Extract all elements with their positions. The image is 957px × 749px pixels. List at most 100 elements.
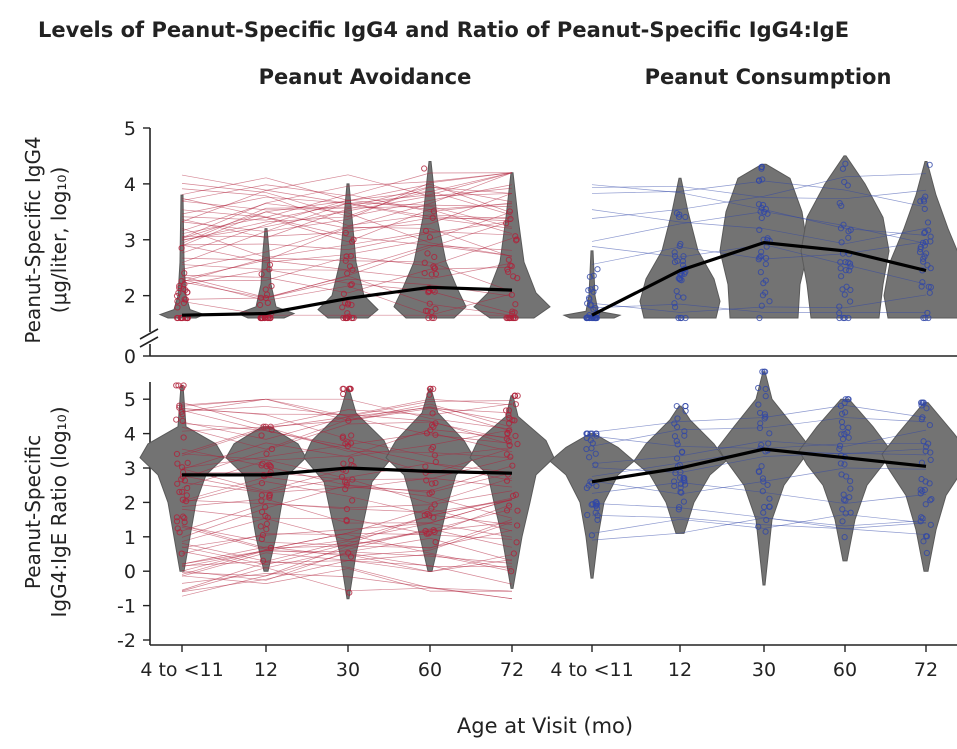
bottom-avoidance-trajectory xyxy=(429,408,513,414)
top-avoidance-point xyxy=(342,314,349,322)
bottom-avoidance-point xyxy=(514,440,521,448)
top-avoidance-trajectory xyxy=(347,231,431,246)
top-avoidance-trajectory xyxy=(347,181,431,187)
bottom-avoidance-point xyxy=(512,491,520,498)
bottom-avoidance-trajectory xyxy=(265,573,349,578)
bottom-consumption-trajectory xyxy=(679,482,765,493)
bottom-avoidance-trajectory xyxy=(429,498,513,524)
top-avoidance-trajectory xyxy=(429,238,513,267)
bottom-avoidance-point xyxy=(183,492,190,499)
bottom-consumption-point xyxy=(756,409,764,417)
bottom-avoidance-trajectory xyxy=(181,468,267,492)
bottom-avoidance-trajectory xyxy=(429,447,513,457)
bottom-avoidance-trajectory xyxy=(181,570,267,581)
top-consumption-point xyxy=(671,253,679,260)
top-consumption-point xyxy=(927,238,934,245)
bottom-consumption-point xyxy=(583,445,590,453)
bottom-consumption-point xyxy=(845,396,852,403)
bottom-avoidance-trajectory xyxy=(265,543,349,566)
top-avoidance-trajectory xyxy=(265,199,349,226)
top-consumption-trajectory xyxy=(844,227,927,245)
top-avoidance-trajectory xyxy=(265,174,349,191)
top-consumption-point xyxy=(921,205,928,212)
bottom-consumption-point xyxy=(926,421,934,429)
top-avoidance-trajectory xyxy=(429,245,513,251)
bottom-consumption-point xyxy=(677,489,684,496)
top-avoidance-trajectory xyxy=(429,303,513,316)
top-avoidance-trajectory xyxy=(347,269,431,280)
top-avoidance-point xyxy=(432,270,440,278)
bottom-avoidance-trajectory xyxy=(181,421,267,440)
top-consumption-point xyxy=(676,276,684,283)
top-avoidance-point xyxy=(181,296,188,303)
bottom-avoidance-trajectory xyxy=(347,416,431,436)
top-avoidance-point xyxy=(424,307,431,315)
bottom-consumption-point xyxy=(766,430,773,437)
bottom-avoidance-point xyxy=(179,496,186,503)
top-consumption-trajectory xyxy=(591,190,681,194)
top-avoidance-point xyxy=(340,314,347,322)
top-consumption-point xyxy=(757,269,764,276)
bottom-consumption-trajectory xyxy=(679,517,765,534)
bottom-avoidance-point xyxy=(507,453,514,460)
bottom-avoidance-point xyxy=(266,491,273,499)
top-avoidance-trajectory xyxy=(265,196,349,204)
bottom-avoidance-trajectory xyxy=(181,498,267,507)
top-avoidance-point xyxy=(258,271,265,278)
top-consumption-point xyxy=(924,219,932,226)
bottom-consumption-point xyxy=(842,396,849,403)
bottom-avoidance-point xyxy=(505,502,513,509)
bottom-consumption-point xyxy=(677,484,684,491)
bottom-consumption-point xyxy=(763,516,770,524)
top-avoidance-trajectory xyxy=(429,186,513,194)
top-avoidance-trajectory xyxy=(429,266,513,270)
bottom-consumption-trajectory xyxy=(679,440,765,457)
bottom-avoidance-trajectory xyxy=(265,539,349,551)
top-avoidance-trajectory xyxy=(181,269,267,286)
top-avoidance-trajectory xyxy=(347,239,431,255)
bottom-avoidance-trajectory xyxy=(347,421,431,425)
top-avoidance-violin xyxy=(158,194,206,319)
bottom-avoidance-trajectory xyxy=(181,525,267,543)
bottom-consumption-point xyxy=(918,514,925,521)
bottom-consumption-trajectory xyxy=(844,528,927,535)
bottom-avoidance-trajectory xyxy=(265,409,349,428)
top-avoidance-trajectory xyxy=(181,203,267,232)
bottom-consumption-trajectory xyxy=(591,514,681,519)
top-avoidance-trajectory xyxy=(181,257,267,261)
top-avoidance-trajectory xyxy=(265,218,349,232)
bottom-avoidance-trajectory xyxy=(181,525,267,549)
top-consumption-point xyxy=(837,265,844,272)
top-avoidance-point xyxy=(349,266,356,273)
bottom-avoidance-trajectory xyxy=(347,529,431,546)
bottom-avoidance-trajectory xyxy=(181,567,267,592)
bottom-avoidance-point xyxy=(345,549,352,556)
top-consumption-trajectory xyxy=(591,246,681,265)
bottom-avoidance-trajectory xyxy=(429,521,513,532)
top-avoidance-trajectory xyxy=(181,251,267,270)
top-consumption-trajectory xyxy=(679,303,765,313)
bottom-avoidance-trajectory xyxy=(265,414,349,440)
top-avoidance-point xyxy=(422,227,430,235)
top-avoidance-point xyxy=(428,308,435,315)
top-consumption-point xyxy=(757,253,764,260)
top-consumption-point xyxy=(756,314,763,322)
top-avoidance-point xyxy=(175,289,182,296)
bottom-avoidance-trajectory xyxy=(429,429,513,446)
top-consumption-point xyxy=(758,214,765,222)
bottom-avoidance-point xyxy=(263,450,270,457)
bottom-avoidance-trajectory xyxy=(265,545,349,549)
bottom-avoidance-trajectory xyxy=(429,499,513,516)
top-consumption-trajectory xyxy=(591,184,681,194)
top-avoidance-trajectory xyxy=(265,203,349,214)
top-avoidance-trajectory xyxy=(429,290,513,314)
top-avoidance-point xyxy=(425,314,432,322)
bottom-consumption-point xyxy=(927,497,934,504)
axis-break-mark xyxy=(139,336,159,348)
top-consumption-point xyxy=(758,302,765,309)
top-y-tick-label: 4 xyxy=(124,174,136,196)
bottom-avoidance-point xyxy=(430,514,437,521)
bottom-consumption-trajectory xyxy=(844,404,927,418)
top-avoidance-point xyxy=(348,301,355,309)
bottom-avoidance-trajectory xyxy=(181,578,267,593)
